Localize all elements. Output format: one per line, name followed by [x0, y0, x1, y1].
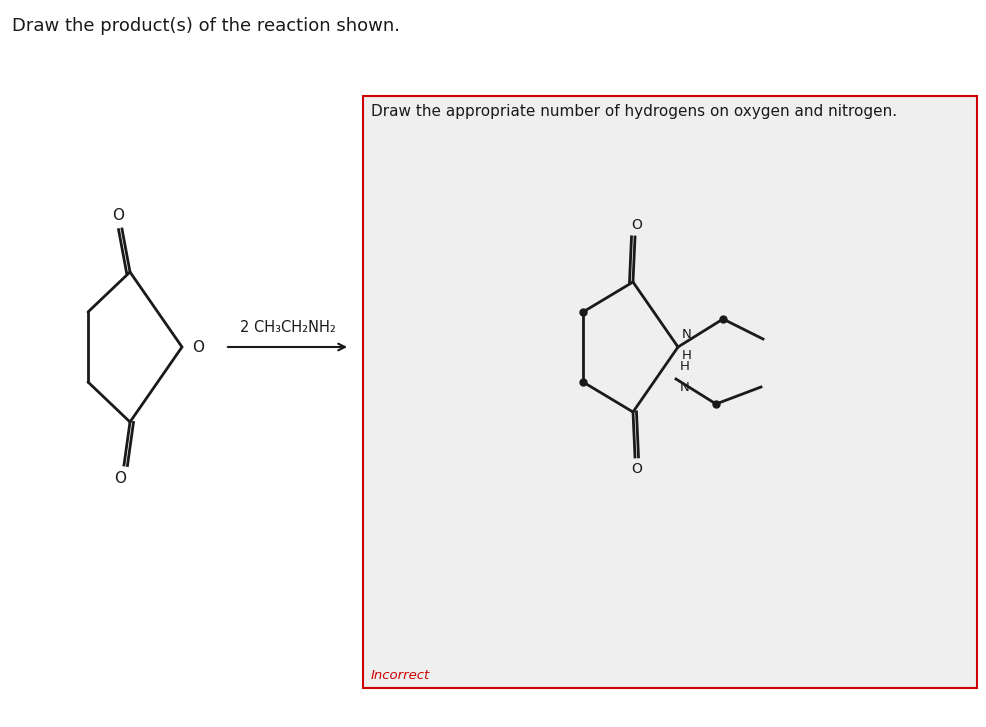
Text: Incorrect: Incorrect	[371, 669, 430, 682]
Text: O: O	[192, 340, 204, 355]
Text: H: H	[681, 349, 691, 362]
Text: N: N	[681, 328, 691, 341]
Text: O: O	[111, 208, 124, 223]
Text: Draw the appropriate number of hydrogens on oxygen and nitrogen.: Draw the appropriate number of hydrogens…	[371, 104, 896, 119]
Text: H: H	[679, 360, 689, 373]
Bar	[363, 96, 976, 688]
Text: N: N	[679, 381, 689, 394]
Text: Draw the product(s) of the reaction shown.: Draw the product(s) of the reaction show…	[12, 17, 399, 35]
Text: O: O	[631, 218, 642, 232]
Text: 2 CH₃CH₂NH₂: 2 CH₃CH₂NH₂	[240, 320, 335, 335]
Text: O: O	[631, 462, 642, 476]
Text: O: O	[114, 471, 126, 486]
